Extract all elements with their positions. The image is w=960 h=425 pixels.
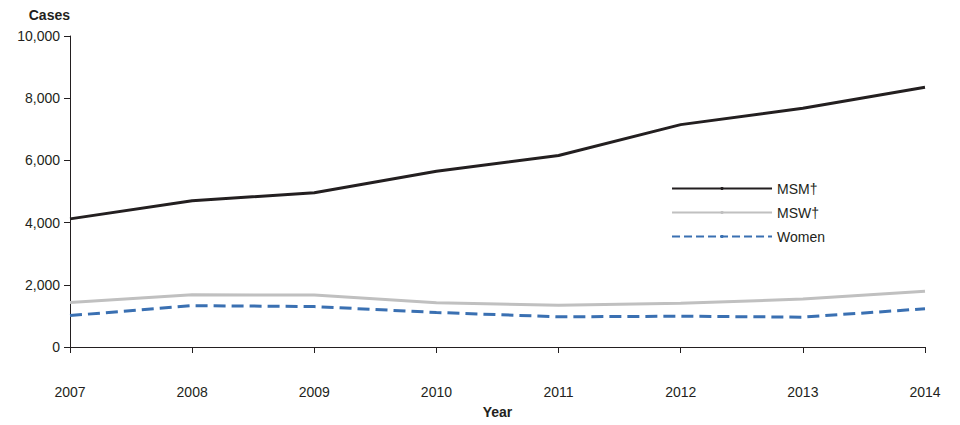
svg-text:2,000: 2,000 bbox=[25, 277, 60, 293]
svg-text:10,000: 10,000 bbox=[17, 28, 60, 44]
svg-text:0: 0 bbox=[52, 339, 60, 355]
svg-text:6,000: 6,000 bbox=[25, 152, 60, 168]
svg-text:4,000: 4,000 bbox=[25, 215, 60, 231]
svg-text:MSW†: MSW† bbox=[777, 205, 819, 221]
svg-text:Cases: Cases bbox=[29, 7, 70, 23]
svg-text:2012: 2012 bbox=[665, 384, 696, 400]
svg-text:2008: 2008 bbox=[177, 384, 208, 400]
svg-text:MSM†: MSM† bbox=[777, 181, 817, 197]
svg-text:2013: 2013 bbox=[787, 384, 818, 400]
svg-text:2011: 2011 bbox=[544, 384, 574, 400]
svg-text:2009: 2009 bbox=[299, 384, 330, 400]
svg-text:Year: Year bbox=[483, 404, 513, 420]
svg-text:2014: 2014 bbox=[909, 384, 940, 400]
svg-text:2007: 2007 bbox=[54, 384, 85, 400]
svg-text:8,000: 8,000 bbox=[25, 90, 60, 106]
svg-text:Women: Women bbox=[777, 229, 825, 245]
svg-text:2010: 2010 bbox=[421, 384, 452, 400]
